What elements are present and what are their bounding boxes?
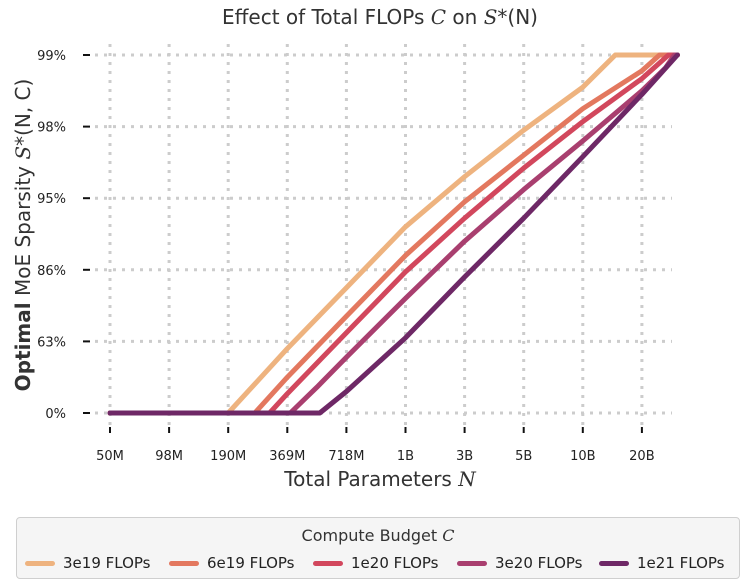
y-axis-label: Optimal MoE Sparsity S*(N, C) [11,79,35,392]
legend-swatch [313,560,343,566]
x-tick-label: 369M [269,449,305,464]
legend-items: 3e19 FLOPs 6e19 FLOPs 1e20 FLOPs 3e20 FLOPs… [17,552,739,574]
x-tick-label: 20B [629,449,654,464]
x-tick-label: 190M [210,449,246,464]
legend-item: 6e19 FLOPs [169,552,294,574]
legend-label: 6e19 FLOPs [207,554,295,572]
x-tick-label: 3B [456,449,473,464]
series-line [107,52,680,416]
series-line [107,52,680,416]
legend-label: 1e20 FLOPs [351,554,439,572]
y-tick-label: 98% [37,121,66,136]
x-tick-label: 1B [397,449,414,464]
series-line [107,52,680,416]
legend-swatch [25,560,55,566]
legend-swatch [169,560,199,566]
legend-item: 3e19 FLOPs [25,552,150,574]
y-tick-label: 63% [37,335,66,350]
legend-label: 3e19 FLOPs [63,554,151,572]
legend-item: 3e20 FLOPs [457,552,582,574]
legend: Compute Budget C 3e19 FLOPs 6e19 FLOPs 1e2… [16,517,740,579]
series-line [107,52,680,416]
legend-item: 1e21 FLOPs [599,552,724,574]
chart-title: Effect of Total FLOPs C on S*(N) [222,5,538,29]
chart: Effect of Total FLOPs C on S*(N) 0% 63% 86… [11,5,680,491]
x-tick-label: 5B [515,449,532,464]
y-tick-label: 86% [37,264,66,279]
legend-label: 3e20 FLOPs [495,554,583,572]
x-tick-label: 10B [570,449,595,464]
y-tick-label: 95% [37,192,66,207]
series-group [107,52,680,416]
legend-item: 1e20 FLOPs [313,552,438,574]
y-tick-label: 99% [37,49,66,64]
legend-swatch [599,560,629,566]
legend-title: Compute Budget C [301,526,455,545]
x-axis-label: Total Parameters N [283,467,477,491]
x-tick-label: 50M [96,449,124,464]
y-axis: 0% 63% 86% 95% 98% 99% [37,49,90,422]
x-tick-label: 718M [328,449,364,464]
legend-label: 1e21 FLOPs [637,554,725,572]
y-tick-label: 0% [45,407,66,422]
x-axis: 50M 98M 190M 369M 718M 1B 3B 5B 10B 20B [96,427,655,464]
grid [95,44,672,425]
series-line [107,52,680,416]
legend-swatch [457,560,487,566]
x-tick-label: 98M [155,449,183,464]
